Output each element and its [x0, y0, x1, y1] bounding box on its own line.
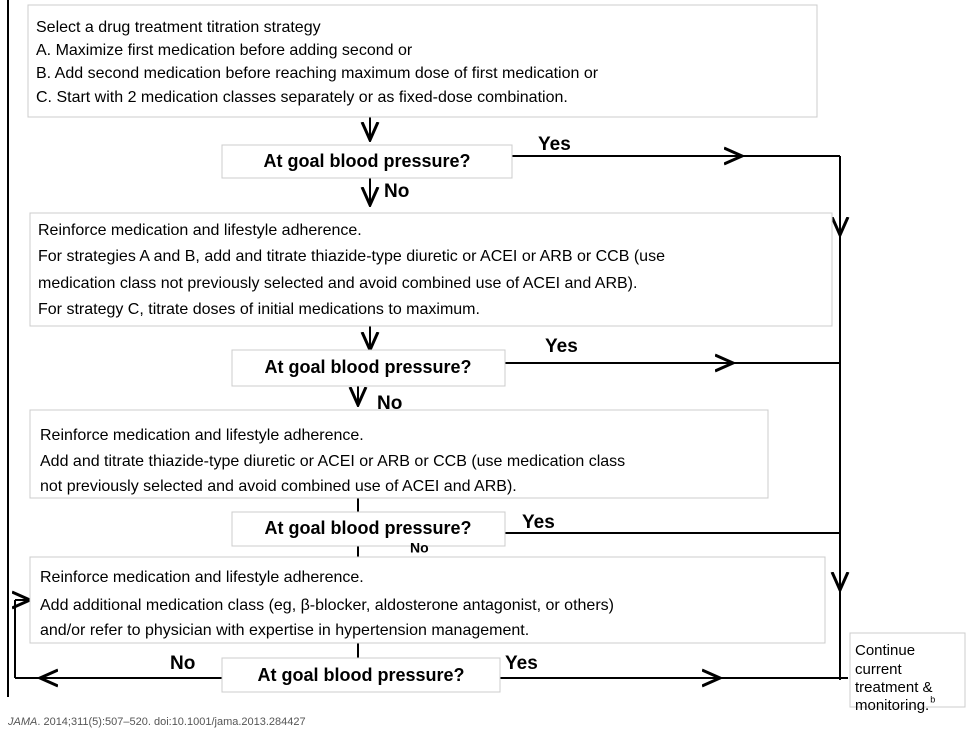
box-line: For strategy C, titrate doses of initial… — [38, 301, 480, 318]
no-label: No — [384, 181, 409, 202]
box-line: Reinforce medication and lifestyle adher… — [38, 222, 362, 239]
box-line: not previously selected and avoid combin… — [40, 478, 517, 495]
no-label: No — [170, 653, 195, 674]
decision-text: At goal blood pressure? — [257, 665, 464, 685]
box-line: Reinforce medication and lifestyle adher… — [40, 569, 364, 586]
end-box — [849, 632, 966, 708]
no-label: No — [377, 393, 402, 414]
end-line: Continue — [855, 642, 915, 659]
box-line: B. Add second medication before reaching… — [36, 65, 599, 82]
end-line: current — [855, 661, 903, 678]
box — [29, 556, 826, 644]
superscript: b — [930, 694, 935, 704]
texts: Select a drug treatment titration strate… — [7, 19, 935, 728]
yes-label: Yes — [505, 653, 538, 674]
box — [29, 409, 769, 499]
decision-text: At goal blood pressure? — [264, 518, 471, 538]
citation: . 2014;311(5):507–520. doi:10.1001/jama.… — [37, 716, 305, 728]
box-line: and/or refer to physician with expertise… — [40, 622, 529, 639]
decision-box — [221, 144, 513, 179]
decision-box — [221, 657, 501, 693]
box-line: For strategies A and B, add and titrate … — [38, 248, 665, 265]
no-label: No — [410, 540, 429, 556]
box-line: Reinforce medication and lifestyle adher… — [40, 427, 364, 444]
box-line: Select a drug treatment titration strate… — [36, 19, 321, 36]
box — [29, 212, 833, 327]
box-line: C. Start with 2 medication classes separ… — [36, 89, 568, 106]
decision-text: At goal blood pressure? — [264, 357, 471, 377]
box-line: medication class not previously selected… — [38, 275, 637, 292]
end-line: monitoring. — [855, 697, 929, 714]
decision-text: At goal blood pressure? — [263, 151, 470, 171]
yes-label: Yes — [538, 134, 571, 155]
box-line: Add and titrate thiazide-type diuretic o… — [40, 453, 625, 470]
decision-box — [231, 349, 506, 387]
box-line: A. Maximize first medication before addi… — [36, 42, 413, 59]
yes-label: Yes — [545, 336, 578, 357]
end-line: treatment & — [855, 679, 933, 696]
decision-box — [231, 511, 506, 547]
box-line: Add additional medication class (eg, β-b… — [40, 597, 614, 614]
citation-journal: JAMA — [7, 716, 37, 728]
yes-label: Yes — [522, 512, 555, 533]
connectors — [7, 0, 848, 697]
box — [27, 4, 818, 118]
